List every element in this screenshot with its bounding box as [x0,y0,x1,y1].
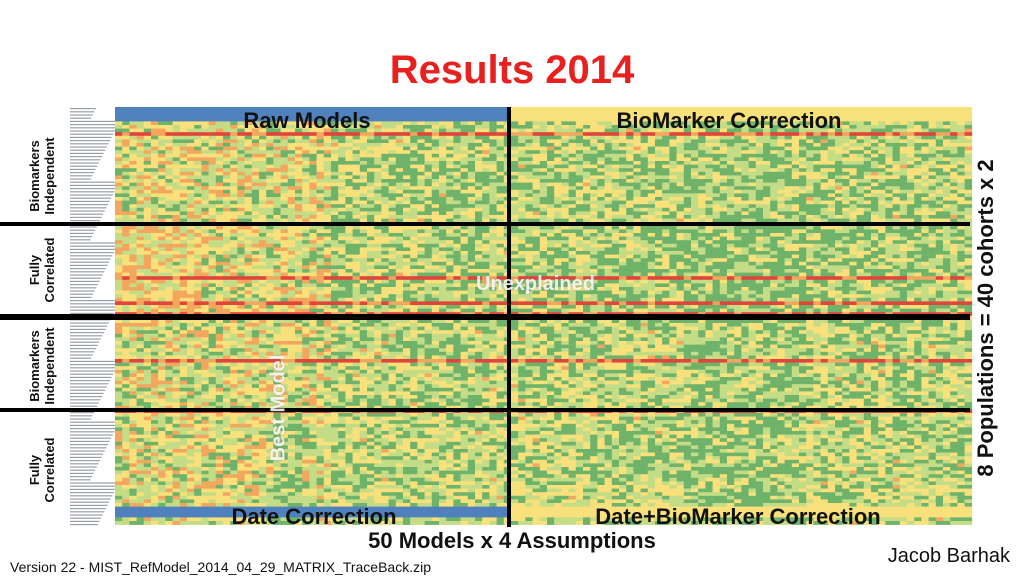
row-label-biomarkers-independent-2: Biomarkers Independent [27,327,57,405]
label-date-correction: Date Correction [231,504,397,529]
label-biomarker-correction: BioMarker Correction [616,108,842,133]
y-axis-label: 8 Populations = 40 cohorts x 2 [973,159,998,477]
row-label-fully-correlated-2: Fully Correlated [27,437,57,503]
annotation-unexplained: Unexplained [476,273,595,295]
slide-title: Results 2014 [389,48,635,92]
row-label-fully-correlated-1: Fully Correlated [27,237,57,303]
row-names-strip [70,108,120,526]
author-name: Jacob Barhak [887,545,1010,567]
group-dividers [0,107,970,527]
label-date-biomarker-correction: Date+BioMarker Correction [595,504,881,529]
annotation-best-model: Best Model [267,354,290,462]
label-raw-models: Raw Models [243,108,371,133]
version-text: Version 22 - MIST_RefModel_2014_04_29_MA… [10,559,431,575]
x-axis-label: 50 Models x 4 Assumptions [368,528,656,553]
row-label-biomarkers-independent-1: Biomarkers Independent [27,137,57,215]
